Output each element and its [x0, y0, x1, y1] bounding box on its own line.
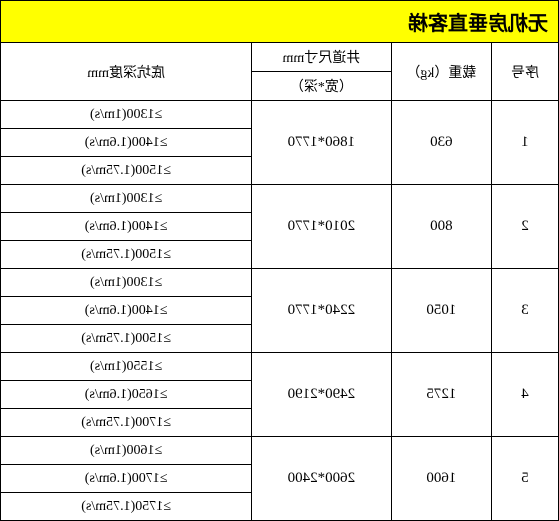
header-seq: 序号 — [492, 43, 559, 101]
cell-depth: ≥1500(1.75m/s) — [1, 157, 252, 185]
cell-load: 1050 — [391, 269, 491, 353]
cell-depth: ≥1700(1.75m/s) — [1, 409, 252, 437]
cell-load: 1600 — [391, 437, 491, 521]
cell-depth: ≥1600(1m/s) — [1, 437, 252, 465]
cell-dim: 2240*1770 — [252, 269, 392, 353]
header-depth: 底坑深度mm — [1, 43, 252, 101]
header-dim-top: 井道尺寸mm — [252, 43, 392, 72]
cell-load: 800 — [391, 185, 491, 269]
cell-load: 630 — [391, 101, 491, 185]
cell-dim: 1860*1770 — [252, 101, 392, 185]
cell-seq: 1 — [492, 101, 559, 185]
cell-depth: ≥1300(1m/s) — [1, 185, 252, 213]
cell-depth: ≥1700(1.6m/s) — [1, 465, 252, 493]
header-dim-sub: （宽*深） — [252, 72, 392, 101]
cell-depth: ≥1750(1.75m/s) — [1, 493, 252, 521]
elevator-spec-table: 序号 载重（kg） 井道尺寸mm 底坑深度mm （宽*深） 1 630 1860… — [0, 42, 559, 521]
header-load: 载重（kg） — [391, 43, 491, 101]
cell-depth: ≥1400(1.6m/s) — [1, 129, 252, 157]
cell-depth: ≥1500(1.75m/s) — [1, 241, 252, 269]
cell-depth: ≥1500(1.75m/s) — [1, 325, 252, 353]
cell-dim: 2490*2190 — [252, 353, 392, 437]
cell-depth: ≥1550(1m/s) — [1, 353, 252, 381]
cell-dim: 2600*2400 — [252, 437, 392, 521]
cell-depth: ≥1300(1m/s) — [1, 269, 252, 297]
cell-load: 1275 — [391, 353, 491, 437]
cell-depth: ≥1300(1m/s) — [1, 101, 252, 129]
page-title: 无机房垂直客梯 — [0, 0, 559, 42]
cell-seq: 4 — [492, 353, 559, 437]
cell-depth: ≥1400(1.6m/s) — [1, 297, 252, 325]
cell-dim: 2010*1770 — [252, 185, 392, 269]
cell-depth: ≥1650(1.6m/s) — [1, 381, 252, 409]
cell-seq: 2 — [492, 185, 559, 269]
cell-depth: ≥1400(1.6m/s) — [1, 213, 252, 241]
cell-seq: 5 — [492, 437, 559, 521]
cell-seq: 3 — [492, 269, 559, 353]
